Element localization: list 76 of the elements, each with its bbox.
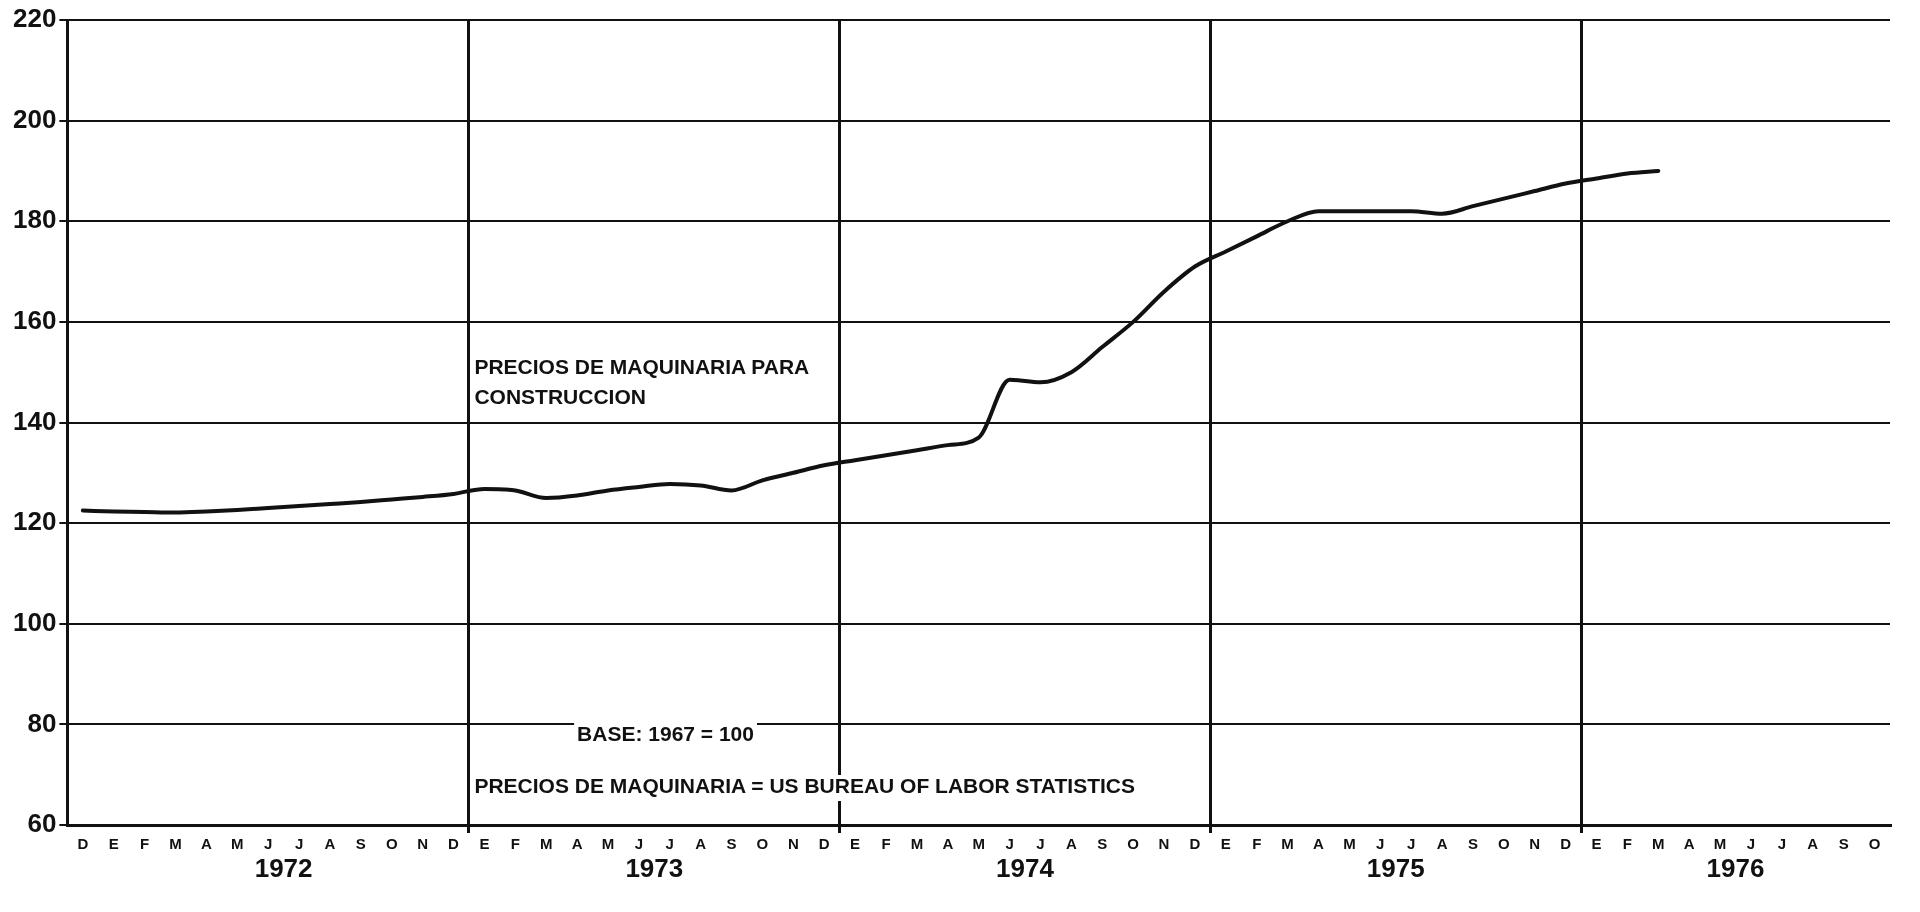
x-tick-label: A xyxy=(1683,835,1695,853)
x-tick-label: D xyxy=(77,835,89,853)
x-tick-label: J xyxy=(1777,835,1787,853)
annotation: PRECIOS DE MAQUINARIA = US BUREAU OF LABOR STATISTICS xyxy=(474,774,1135,798)
x-tick-label: M xyxy=(231,835,244,853)
x-tick-label: E xyxy=(850,835,861,853)
x-tick-label: J xyxy=(1407,835,1416,853)
x-tick-label: F xyxy=(1622,835,1633,853)
x-tick-label: E xyxy=(479,835,490,853)
x-tick-label: E xyxy=(108,835,119,853)
x-tick-label: M xyxy=(601,835,615,853)
x-tick-label: J xyxy=(665,835,674,853)
x-tick-label: J xyxy=(294,835,304,853)
x-tick-label: F xyxy=(140,835,150,853)
x-tick-label: D xyxy=(1189,835,1201,853)
x-tick-label: M xyxy=(539,835,553,853)
x-tick-label: S xyxy=(1467,835,1478,853)
x-tick-label: A xyxy=(1807,835,1819,853)
text: 1975 xyxy=(1366,853,1425,884)
x-tick-label: M xyxy=(1652,835,1665,853)
x-tick-label: A xyxy=(324,835,336,853)
x-tick-label: M xyxy=(1343,835,1356,853)
x-tick-label: J xyxy=(1005,835,1014,853)
x-tick-label: A xyxy=(1065,835,1077,853)
x-tick-label: S xyxy=(1838,835,1849,853)
x-tick-label: O xyxy=(1498,835,1511,853)
x-tick-label: J xyxy=(264,835,273,853)
x-tick-label: S xyxy=(726,835,737,853)
x-tick-label: D xyxy=(448,835,460,853)
x-tick-label: A xyxy=(571,835,583,853)
x-tick-label: S xyxy=(355,835,366,853)
x-tick-label: F xyxy=(1252,835,1262,853)
y-tick-label: 80 xyxy=(27,707,57,738)
x-tick-label: A xyxy=(695,835,707,853)
y-tick-label: 60 xyxy=(27,808,57,839)
y-tick-label: 120 xyxy=(12,506,57,537)
x-tick-label: N xyxy=(1158,835,1170,853)
text: 1974 xyxy=(996,853,1055,884)
x-tick-label: D xyxy=(1560,835,1572,853)
y-tick-label: 180 xyxy=(12,204,57,235)
x-tick-label: M xyxy=(1713,835,1727,853)
x-tick-label: F xyxy=(881,835,891,853)
x-tick-label: A xyxy=(1313,835,1325,853)
text: PRECIOS DE MAQUINARIA PARA CONSTRUCCION xyxy=(474,355,810,409)
x-tick-label: O xyxy=(1127,835,1140,853)
y-tick-label: 200 xyxy=(12,103,57,134)
x-tick-label: O xyxy=(756,835,769,853)
x-tick-label: A xyxy=(1436,835,1448,853)
x-tick-label: J xyxy=(634,835,644,853)
x-tick-label: E xyxy=(1220,835,1231,853)
x-tick-label: O xyxy=(385,835,398,853)
x-tick-label: J xyxy=(1746,835,1756,853)
x-tick-label: J xyxy=(1036,835,1045,853)
x-tick-label: M xyxy=(1281,835,1294,853)
x-tick-label: M xyxy=(169,835,182,853)
text: 1972 xyxy=(254,853,313,884)
x-tick-label: F xyxy=(510,835,520,853)
text: 1973 xyxy=(625,853,684,884)
x-tick-label: A xyxy=(200,835,212,853)
y-tick-label: 100 xyxy=(12,606,57,637)
x-tick-label: J xyxy=(1376,835,1385,853)
text: 1976 xyxy=(1706,853,1765,884)
x-tick-label: S xyxy=(1097,835,1108,853)
x-tick-label: N xyxy=(417,835,429,853)
x-tick-label: A xyxy=(942,835,954,853)
x-tick-label: M xyxy=(972,835,985,853)
x-tick-label: N xyxy=(1529,835,1541,853)
x-tick-label: O xyxy=(1868,835,1881,853)
y-tick-label: 140 xyxy=(12,405,57,436)
x-tick-label: N xyxy=(787,835,799,853)
annotation: BASE: 1967 = 100 xyxy=(577,722,754,746)
x-tick-label: M xyxy=(910,835,924,853)
x-tick-label: E xyxy=(1591,835,1602,853)
y-tick-label: 160 xyxy=(12,305,57,336)
x-tick-label: D xyxy=(818,835,830,853)
y-tick-label: 220 xyxy=(12,3,57,34)
